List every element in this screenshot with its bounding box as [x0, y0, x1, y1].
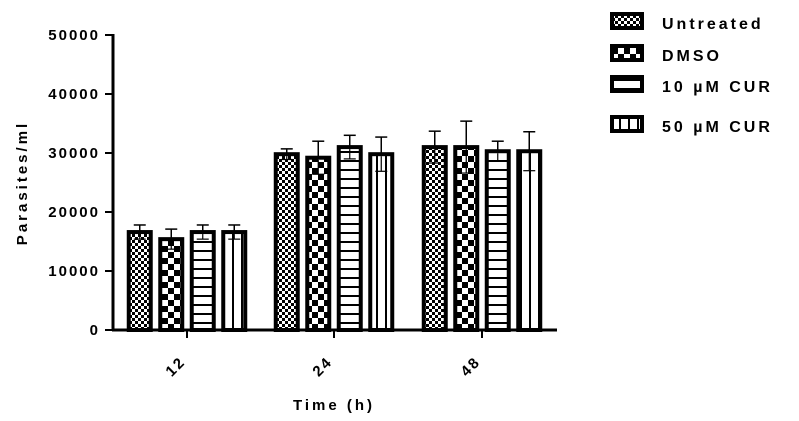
y-tick-label: 20000 — [48, 204, 100, 221]
legend-label: 50 µM CUR — [662, 119, 773, 136]
y-axis-title: Parasites/ml — [14, 121, 31, 245]
x-axis-title: Time (h) — [293, 397, 375, 414]
legend-item: DMSO — [610, 44, 722, 65]
x-tick-label: 48 — [457, 353, 484, 380]
y-axis: 0 10000 20000 30000 40000 50000 — [48, 27, 115, 339]
bar — [158, 237, 185, 332]
bar — [189, 230, 216, 332]
bar — [421, 145, 448, 332]
y-tick-label: 0 — [90, 322, 100, 339]
bar — [368, 152, 395, 332]
legend-item: 10 µM CUR — [610, 75, 773, 96]
bar — [516, 149, 543, 332]
bars — [126, 120, 543, 332]
bar — [305, 155, 332, 332]
x-tick-label: 24 — [309, 353, 336, 380]
y-tick-label: 40000 — [48, 86, 100, 103]
bar — [453, 145, 480, 332]
y-tick-label: 30000 — [48, 145, 100, 162]
legend-label: Untreated — [662, 16, 764, 33]
legend-swatch — [610, 75, 644, 93]
bar — [336, 145, 363, 332]
bar — [273, 152, 300, 332]
y-tick-label: 10000 — [48, 263, 100, 280]
x-axis: 12 24 48 — [112, 328, 557, 380]
legend-swatch — [610, 44, 644, 62]
bar — [126, 230, 153, 332]
legend-label: DMSO — [662, 48, 722, 65]
bar — [221, 230, 248, 332]
x-tick-label: 12 — [162, 353, 189, 380]
legend-label: 10 µM CUR — [662, 79, 773, 96]
legend-item: Untreated — [610, 12, 764, 33]
legend-swatch — [610, 115, 644, 133]
y-tick-label: 50000 — [48, 27, 100, 44]
bar — [484, 149, 511, 332]
legend-item: 50 µM CUR — [610, 115, 773, 136]
legend: Untreated DMSO 10 µM CUR 50 µM CUR — [610, 12, 773, 136]
legend-swatch — [610, 12, 644, 30]
